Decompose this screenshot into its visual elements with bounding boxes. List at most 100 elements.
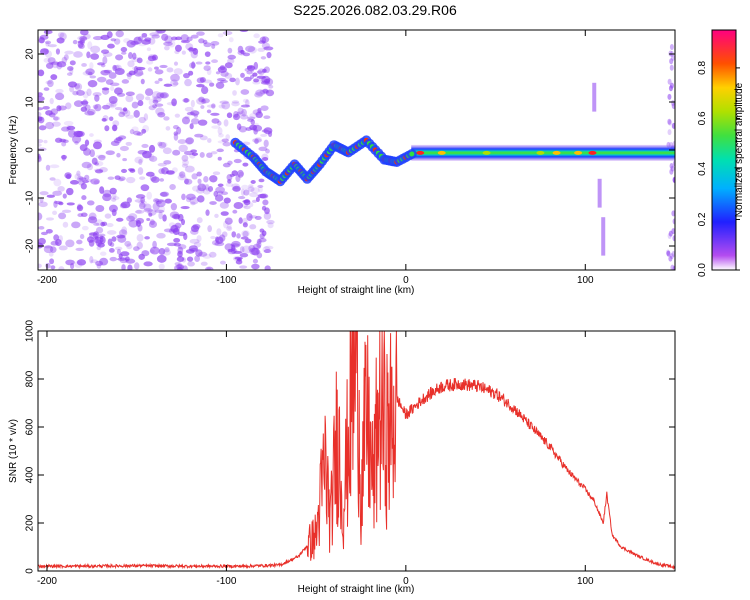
spectrogram-noise-blob bbox=[237, 169, 244, 178]
spectrogram-noise-blob bbox=[38, 212, 43, 221]
spectrogram-noise-blob bbox=[240, 89, 250, 95]
spectrogram-noise-blob bbox=[226, 173, 233, 181]
spectrogram-noise-blob bbox=[147, 55, 157, 62]
spectrogram-noise-blob bbox=[52, 210, 58, 216]
spectrogram-noise-blob bbox=[89, 149, 95, 158]
spectrogram-noise-blob bbox=[203, 79, 213, 84]
spectrogram-noise-blob bbox=[82, 99, 88, 108]
spectrogram-noise-blob bbox=[254, 138, 259, 145]
spectrogram-noise-blob bbox=[138, 43, 147, 47]
spectrogram-noise-blob bbox=[73, 83, 81, 89]
spectrogram-noise-blob bbox=[209, 175, 218, 183]
spectrogram-noise-blob bbox=[181, 193, 186, 201]
spectrogram-noise-blob bbox=[84, 139, 90, 147]
spectrogram-noise-blob bbox=[169, 184, 176, 191]
spectrogram-noise-blob bbox=[104, 213, 112, 219]
spectrogram-noise-blob bbox=[209, 201, 217, 205]
spectrogram-noise-blob bbox=[61, 141, 67, 147]
signal-vertical-streak bbox=[597, 178, 602, 208]
spectrogram-noise-blob bbox=[93, 160, 104, 167]
spectrogram-noise-blob bbox=[236, 111, 246, 116]
spectrogram-noise-blob bbox=[158, 141, 167, 149]
spectrogram-noise-blob bbox=[180, 40, 190, 44]
spectrogram-noise-blob bbox=[76, 259, 87, 266]
spectrogram-noise-blob bbox=[121, 264, 126, 270]
spectrogram-noise-blob bbox=[217, 190, 224, 196]
spectrogram-noise-blob bbox=[114, 175, 121, 180]
spectrogram-noise-blob bbox=[147, 209, 157, 216]
spectrogram-noise-blob bbox=[46, 217, 55, 221]
spectrogram-noise-blob bbox=[58, 245, 68, 251]
spectrogram-noise-blob bbox=[259, 193, 269, 199]
spectrogram-noise-blob bbox=[222, 30, 233, 36]
spectrogram-noise-blob bbox=[250, 187, 260, 194]
spectrogram-noise-blob bbox=[171, 98, 177, 107]
spectrogram-noise-blob bbox=[196, 84, 205, 88]
spectrogram-noise-blob bbox=[40, 48, 49, 55]
spectrogram-noise-blob bbox=[94, 94, 100, 102]
spectrogram-noise-blob bbox=[196, 77, 205, 84]
spectrogram-noise-blob bbox=[190, 201, 196, 206]
spectrogram-noise-blob bbox=[246, 213, 253, 221]
spectrogram-noise-blob bbox=[66, 125, 76, 131]
spectrogram-noise-blob bbox=[170, 73, 180, 82]
spectrogram-noise-blob bbox=[151, 91, 161, 99]
spectrogram-noise-blob bbox=[45, 121, 55, 130]
spectrogram-noise-blob bbox=[127, 60, 135, 68]
spectrogram-noise-blob bbox=[76, 204, 84, 212]
spectrogram-noise-blob bbox=[152, 99, 159, 104]
spectrogram-noise-blob bbox=[156, 232, 166, 239]
spectrogram-noise-blob bbox=[211, 125, 221, 129]
spectrogram-noise-blob bbox=[165, 126, 171, 131]
spectrogram-noise-blob bbox=[247, 116, 256, 120]
spectrogram-noise-blob bbox=[221, 231, 228, 238]
spectrogram-noise-blob bbox=[144, 96, 151, 101]
spectrogram-x-tick-label: -200 bbox=[37, 275, 57, 286]
spectrogram-noise-blob bbox=[129, 129, 135, 135]
spectrogram-noise-blob bbox=[666, 250, 671, 257]
spectrogram-noise-blob bbox=[222, 141, 231, 147]
spectrogram-noise-blob bbox=[240, 188, 245, 197]
spectrogram-noise-blob bbox=[87, 216, 98, 224]
spectrogram-noise-blob bbox=[135, 66, 146, 71]
spectrogram-noise-blob bbox=[170, 224, 179, 233]
spectrogram-noise-blob bbox=[38, 116, 45, 124]
spectrogram-noise-blob bbox=[49, 164, 60, 169]
spectrogram-noise-blob bbox=[134, 262, 140, 270]
spectrogram-noise-blob bbox=[45, 80, 53, 85]
spectrogram-noise-blob bbox=[174, 113, 181, 118]
spectrogram-noise-blob bbox=[238, 171, 244, 177]
spectrogram-noise-blob bbox=[148, 144, 156, 153]
spectrogram-noise-blob bbox=[236, 123, 242, 131]
spectrogram-noise-blob bbox=[89, 133, 94, 137]
spectrogram-noise-blob bbox=[671, 103, 675, 110]
spectrogram-noise-blob bbox=[199, 152, 205, 158]
spectrogram-noise-blob bbox=[173, 237, 181, 243]
spectrogram-noise-blob bbox=[196, 217, 203, 224]
spectrogram-noise-blob bbox=[184, 115, 190, 119]
spectrogram-noise-blob bbox=[242, 52, 251, 57]
spectrogram-noise-blob bbox=[97, 242, 105, 248]
spectrogram-noise-blob bbox=[244, 67, 250, 72]
spectrogram-noise-blob bbox=[71, 221, 81, 229]
spectrogram-noise-blob bbox=[147, 67, 153, 72]
spectrogram-noise-blob bbox=[116, 257, 127, 261]
spectrogram-noise-blob bbox=[203, 175, 209, 183]
spectrogram-noise-blob bbox=[263, 115, 271, 120]
spectrogram-noise-blob bbox=[80, 30, 89, 36]
spectrogram-noise-blob bbox=[137, 100, 144, 107]
spectrogram-noise-blob bbox=[239, 265, 248, 269]
spectrogram-noise-blob bbox=[49, 97, 54, 105]
spectrogram-noise-blob bbox=[205, 209, 210, 216]
spectrogram-noise-blob bbox=[212, 171, 221, 176]
spectrogram-noise-blob bbox=[249, 202, 254, 207]
spectrogram-y-label: Frequency (Hz) bbox=[8, 116, 19, 185]
spectrogram-y-tick-label: -20 bbox=[25, 238, 36, 253]
spectrogram-noise-blob bbox=[79, 36, 88, 42]
spectrogram-noise-blob bbox=[128, 219, 139, 228]
spectrogram-noise-blob bbox=[128, 213, 138, 221]
spectrogram-noise-blob bbox=[99, 251, 107, 256]
spectrogram-noise-blob bbox=[152, 202, 160, 211]
spectrogram-noise-blob bbox=[206, 152, 213, 158]
spectrogram-noise-blob bbox=[240, 49, 245, 55]
